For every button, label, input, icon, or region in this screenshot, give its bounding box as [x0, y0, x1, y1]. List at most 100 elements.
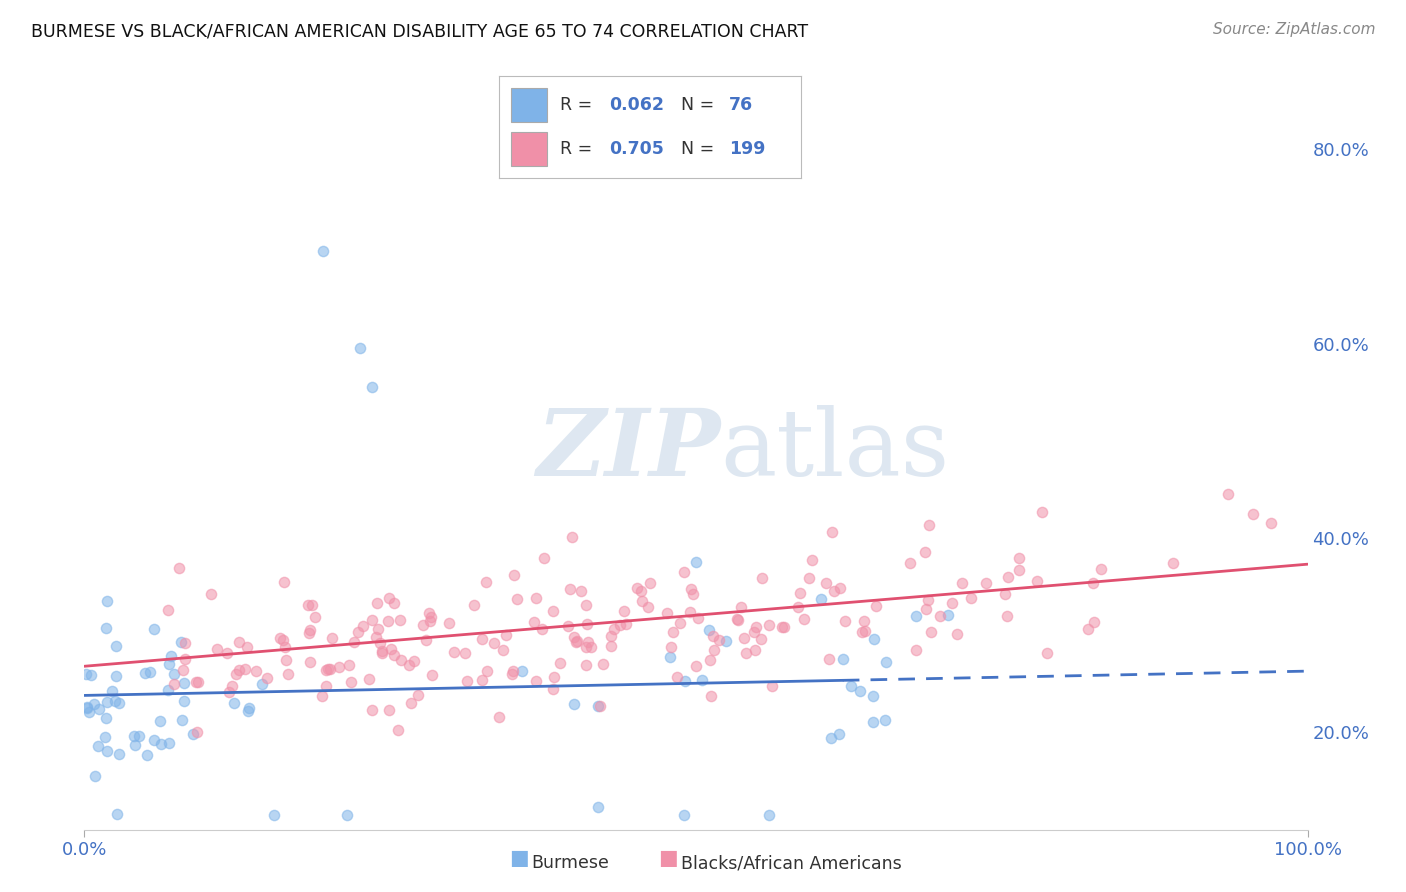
Point [730, 599, 752, 614]
Point [157, 736, 180, 750]
Point [488, 710, 510, 724]
Point [299, 623, 322, 637]
Text: Burmese: Burmese [531, 855, 609, 872]
Point [904, 643, 927, 657]
Point [368, 636, 391, 650]
Point [761, 679, 783, 693]
Point [821, 524, 844, 539]
Point [751, 632, 773, 647]
Point [1090, 562, 1112, 576]
Point [699, 653, 721, 667]
Point [228, 635, 250, 649]
Point [495, 628, 517, 642]
Point [328, 660, 350, 674]
Point [184, 675, 207, 690]
Point [727, 613, 749, 627]
Point [735, 646, 758, 660]
Point [929, 609, 952, 624]
Point [751, 571, 773, 585]
Point [360, 613, 382, 627]
Point [586, 800, 609, 814]
Point [408, 688, 430, 702]
Point [225, 666, 247, 681]
Point [142, 732, 165, 747]
Point [773, 620, 796, 634]
Point [236, 640, 259, 654]
Point [139, 665, 162, 679]
Point [699, 689, 721, 703]
Point [271, 632, 294, 647]
Point [273, 574, 295, 589]
FancyBboxPatch shape [512, 88, 547, 122]
Point [1031, 505, 1053, 519]
Point [1036, 646, 1059, 660]
Point [548, 657, 571, 671]
Point [637, 599, 659, 614]
Point [336, 808, 359, 822]
Point [454, 646, 477, 660]
FancyBboxPatch shape [512, 132, 547, 166]
Point [301, 598, 323, 612]
Text: ZIP: ZIP [536, 406, 720, 495]
Text: Blacks/African Americans: Blacks/African Americans [681, 855, 901, 872]
Point [471, 673, 494, 687]
Point [218, 685, 240, 699]
Point [366, 596, 388, 610]
Point [1083, 615, 1105, 629]
Point [77, 705, 100, 719]
Point [471, 632, 494, 647]
Point [626, 581, 648, 595]
Point [315, 679, 337, 693]
Point [725, 612, 748, 626]
Point [340, 674, 363, 689]
Text: 76: 76 [728, 95, 754, 113]
Point [388, 613, 411, 627]
Point [299, 656, 322, 670]
Point [950, 576, 973, 591]
Point [533, 550, 555, 565]
Point [831, 652, 853, 666]
Point [200, 587, 222, 601]
Point [567, 634, 589, 648]
Point [588, 698, 610, 713]
Point [681, 582, 703, 596]
Point [697, 623, 720, 637]
Point [404, 654, 426, 668]
Point [920, 624, 942, 639]
Point [758, 617, 780, 632]
Text: 0.705: 0.705 [609, 140, 665, 158]
Point [862, 632, 884, 647]
Point [543, 670, 565, 684]
Point [337, 657, 360, 672]
Point [437, 615, 460, 630]
Point [575, 616, 598, 631]
Point [797, 571, 820, 585]
Point [917, 592, 939, 607]
Point [377, 614, 399, 628]
Point [122, 729, 145, 743]
Point [364, 631, 387, 645]
Point [107, 747, 129, 761]
Point [170, 635, 193, 649]
Text: Source: ZipAtlas.com: Source: ZipAtlas.com [1212, 22, 1375, 37]
Point [148, 714, 170, 728]
Point [172, 663, 194, 677]
Point [814, 575, 837, 590]
Point [792, 611, 814, 625]
Point [561, 530, 583, 544]
Point [94, 711, 117, 725]
Point [579, 640, 602, 654]
Point [630, 594, 652, 608]
Point [387, 723, 409, 737]
Point [250, 677, 273, 691]
Point [506, 592, 529, 607]
Point [673, 565, 696, 579]
Point [1216, 487, 1239, 501]
Point [149, 737, 172, 751]
Point [76, 700, 98, 714]
Point [997, 608, 1019, 623]
Text: ■: ■ [509, 848, 529, 868]
Point [75, 666, 97, 681]
Point [770, 620, 793, 634]
Point [297, 598, 319, 612]
